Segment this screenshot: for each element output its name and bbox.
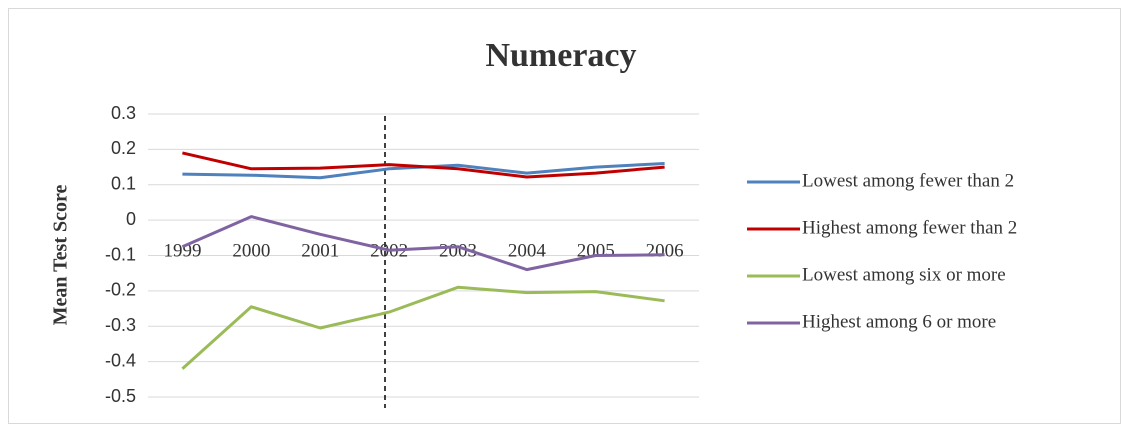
chart-title: Numeracy: [485, 37, 636, 74]
y-tick-label: -0.3: [105, 315, 136, 335]
legend-label: Lowest among fewer than 2: [802, 170, 1014, 191]
y-tick-label: 0.1: [111, 174, 136, 194]
series-line: [181, 285, 665, 370]
series-line: [182, 151, 665, 179]
x-tick-label: 2006: [646, 240, 684, 261]
y-tick-label: 0.3: [111, 103, 136, 123]
legend-label: Lowest among six or more: [802, 264, 1006, 285]
y-tick-label: -0.4: [105, 350, 136, 370]
chart-border: [8, 8, 1121, 424]
x-tick-label: 2000: [232, 240, 270, 261]
y-tick-label: 0.2: [111, 138, 136, 158]
x-tick-label: 1999: [163, 240, 201, 261]
y-axis-label: Mean Test Score: [50, 185, 72, 326]
series-line: [181, 215, 665, 272]
y-tick-label: -0.1: [105, 244, 136, 264]
y-tick-label: 0: [126, 209, 136, 229]
legend-label: Highest among 6 or more: [802, 311, 996, 332]
legend-label: Highest among fewer than 2: [802, 217, 1017, 238]
x-tick-label: 2001: [301, 240, 339, 261]
y-tick-label: -0.5: [105, 386, 136, 406]
x-tick-label: 2004: [508, 240, 547, 261]
y-tick-label: -0.2: [105, 280, 136, 300]
